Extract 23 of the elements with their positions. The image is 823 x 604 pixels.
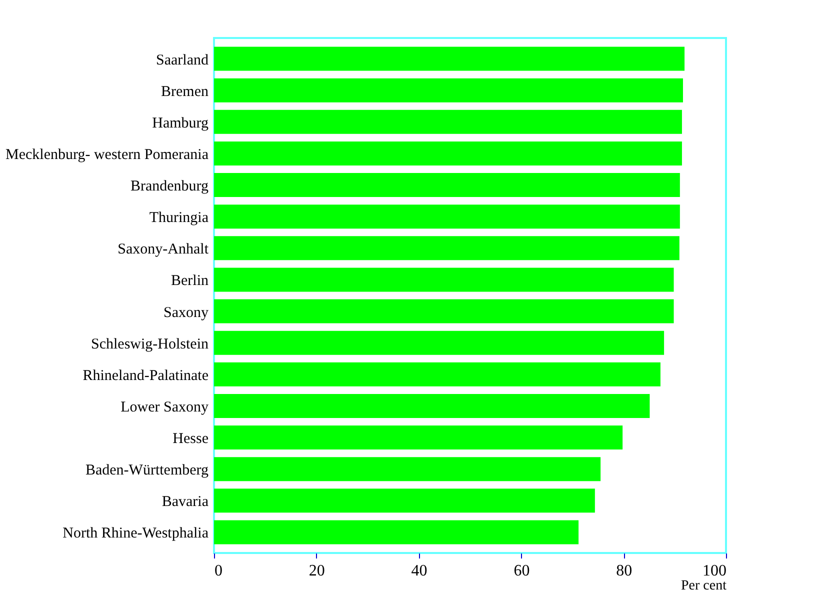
- y-tick-label: North Rhine-Westphalia: [62, 526, 209, 542]
- y-tick-label: Baden-Württemberg: [85, 462, 209, 479]
- x-tick-label: 20: [308, 562, 325, 580]
- x-tick-label: 40: [411, 562, 428, 580]
- x-tick-label: 80: [616, 562, 632, 580]
- y-tick-label: Bavaria: [162, 494, 209, 510]
- y-tick-label: Saxony: [164, 304, 209, 321]
- x-tick-label: 100: [702, 562, 726, 580]
- y-tick-label: Schleswig-Holstein: [91, 336, 209, 352]
- y-tick-label: Mecklenburg- western Pomerania: [6, 146, 209, 163]
- y-tick-label: Bremen: [161, 84, 209, 100]
- y-tick-label: Saxony-Anhalt: [118, 242, 210, 258]
- x-axis-title: Per cent: [681, 578, 727, 594]
- y-tick-label: Hamburg: [152, 115, 209, 132]
- y-tick-label: Lower Saxony: [120, 399, 209, 416]
- y-tick-label: Berlin: [171, 273, 209, 290]
- x-tick-label: 60: [514, 562, 530, 580]
- y-tick-label: Thuringia: [149, 210, 209, 226]
- y-tick-label: Brandenburg: [130, 178, 209, 195]
- x-tick-label: 0: [214, 562, 222, 580]
- y-tick-label: Hesse: [172, 431, 209, 448]
- y-tick-label: Rhineland-Palatinate: [82, 368, 209, 384]
- y-tick-label: Saarland: [156, 52, 209, 68]
